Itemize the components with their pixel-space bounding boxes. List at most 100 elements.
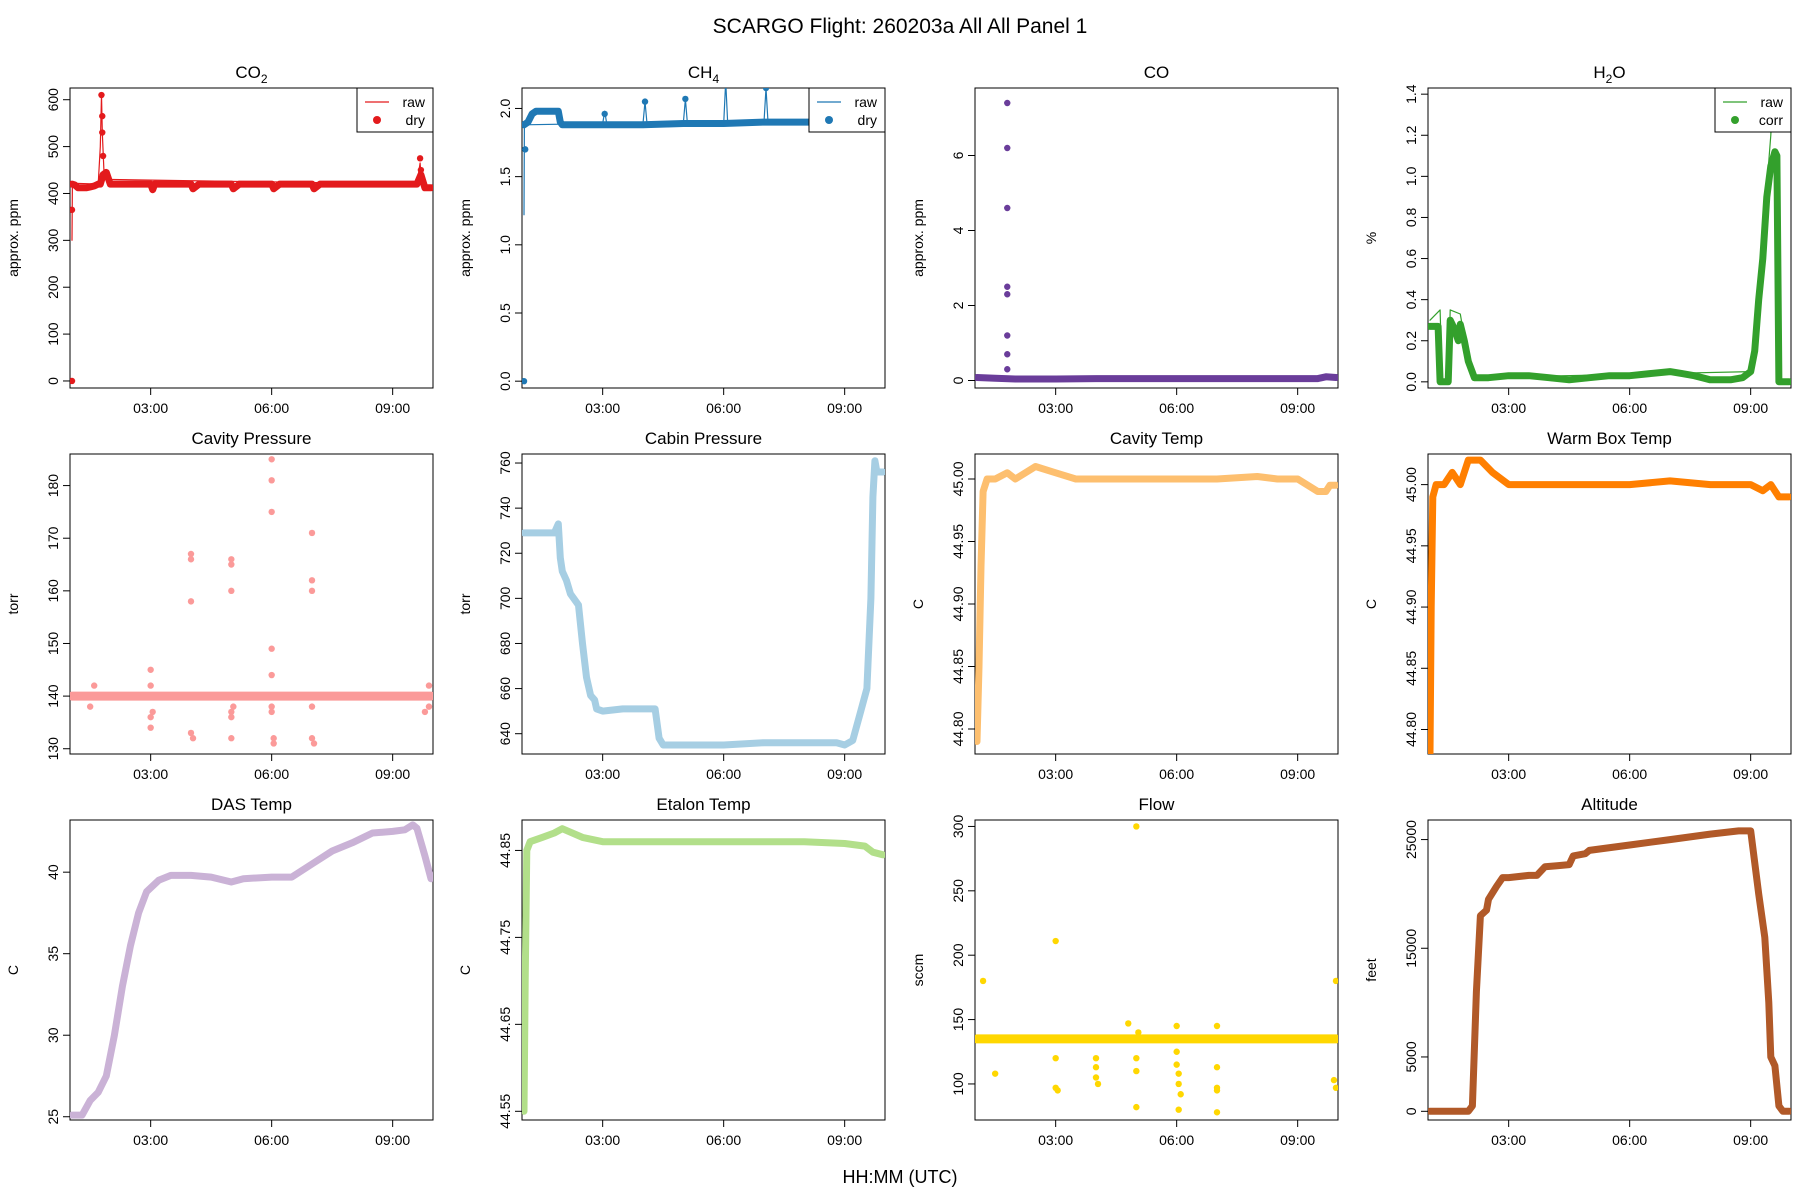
y-tick-label: 44.85 xyxy=(1403,651,1419,686)
y-tick-label: 25 xyxy=(45,1109,61,1125)
y-tick-label: 25000 xyxy=(1403,820,1419,859)
panel-warm_box_temp: Warm Box Temp 44.80 44.85 44.90 44.95 45.00 03… xyxy=(1363,429,1792,782)
panel-frame xyxy=(521,453,886,755)
data-point xyxy=(1133,1067,1140,1075)
x-tick-label: 06:00 xyxy=(254,400,289,416)
panel-h2o: H2O 0.0 0.2 0.4 0.6 0.8 1.0 1.2 1.4 03:00 06:00 09:… xyxy=(1363,63,1792,416)
data-point xyxy=(1173,1022,1180,1030)
x-tick-label: 09:00 xyxy=(1733,400,1768,416)
panel-title-text: Cavity Pressure xyxy=(192,429,312,448)
plot-area xyxy=(522,825,885,1115)
data-point xyxy=(1004,204,1011,212)
legend-box xyxy=(356,87,434,133)
y-axis-label: C xyxy=(1363,599,1379,609)
data-point xyxy=(522,377,528,385)
panel-title: Warm Box Temp xyxy=(1547,429,1672,448)
data-point xyxy=(1133,1103,1140,1111)
data-point xyxy=(98,91,105,99)
panel-ch4: CH4 0.0 0.5 1.0 1.5 2.0 03:00 06:00 09:00 approx.… xyxy=(457,63,886,416)
data-point xyxy=(268,456,275,463)
data-point xyxy=(1213,1109,1221,1116)
y-tick-label: 600 xyxy=(45,88,61,112)
y-tick-label: 0 xyxy=(1403,1107,1419,1115)
data-point xyxy=(308,529,316,537)
panel-title-text: CO xyxy=(1144,63,1170,82)
x-tick-label: 06:00 xyxy=(706,766,741,782)
data-point xyxy=(1177,1091,1184,1098)
x-tick-label: 03:00 xyxy=(585,766,620,782)
x-tick-label: 03:00 xyxy=(585,400,620,416)
y-tick-label: 35 xyxy=(45,946,61,962)
panel-title-text: Flow xyxy=(1139,795,1176,814)
panel-title-text: Etalon Temp xyxy=(656,795,750,814)
y-axis-label: sccm xyxy=(910,954,926,987)
data-point xyxy=(1004,283,1011,290)
data-point xyxy=(268,703,275,710)
panel-title: Cabin Pressure xyxy=(645,429,762,448)
y-tick-label: 44.85 xyxy=(950,649,966,684)
y-tick-label: 400 xyxy=(45,182,61,206)
data-point xyxy=(762,88,770,92)
data-point xyxy=(1092,1054,1100,1062)
y-tick-label: 100 xyxy=(45,322,61,346)
data-point xyxy=(1052,1054,1059,1062)
data-point xyxy=(268,645,275,652)
plot-area xyxy=(70,91,433,385)
panel-title-subscript: 2 xyxy=(261,72,268,86)
data-point xyxy=(1332,977,1338,985)
panel-title-text: CO xyxy=(235,63,261,82)
legend-box xyxy=(1714,87,1792,133)
data-point xyxy=(1173,1061,1180,1068)
x-tick-label: 09:00 xyxy=(827,400,862,416)
x-tick-label: 09:00 xyxy=(375,400,410,416)
y-tick-label: 200 xyxy=(950,943,966,967)
y-tick-label: 1.5 xyxy=(497,167,513,187)
y-axis-label: approx. ppm xyxy=(5,199,21,277)
data-point xyxy=(1094,1080,1102,1088)
panel-frame xyxy=(69,819,434,1121)
y-axis-label: approx. ppm xyxy=(910,199,926,277)
y-tick-label: 44.95 xyxy=(1403,528,1419,563)
data-point xyxy=(1052,937,1059,945)
panel-frame xyxy=(521,819,886,1121)
data-point xyxy=(91,682,98,689)
series-line-pressure xyxy=(522,457,885,749)
legend: raw dry xyxy=(808,87,886,133)
x-tick-label: 09:00 xyxy=(375,1132,410,1148)
y-tick-label: 760 xyxy=(497,451,513,475)
y-tick-label: 2 xyxy=(950,301,966,309)
legend-label: raw xyxy=(854,94,877,110)
x-tick-label: 03:00 xyxy=(133,766,168,782)
y-tick-label: 300 xyxy=(45,228,61,252)
data-point xyxy=(149,708,156,716)
panel-title: Cavity Pressure xyxy=(192,429,312,448)
x-tick-label: 09:00 xyxy=(1280,400,1315,416)
panel-title: Etalon Temp xyxy=(656,795,750,814)
panel-title-text: Altitude xyxy=(1581,795,1638,814)
y-tick-label: 40 xyxy=(45,864,61,880)
x-tick-label: 06:00 xyxy=(1612,400,1647,416)
y-tick-label: 130 xyxy=(45,737,61,761)
panel-cavity_pressure: Cavity Pressure 130 140 150 160 170 180 03:00 06… xyxy=(5,429,434,782)
data-point xyxy=(228,735,235,742)
legend-label: raw xyxy=(1760,94,1783,110)
series-line-temp xyxy=(70,821,433,1119)
x-tick-label: 03:00 xyxy=(1038,400,1073,416)
x-tick-label: 06:00 xyxy=(1612,1132,1647,1148)
x-tick-label: 06:00 xyxy=(706,400,741,416)
y-tick-label: 5000 xyxy=(1403,1041,1419,1072)
y-tick-label: 45.00 xyxy=(950,461,966,496)
x-tick-label: 09:00 xyxy=(1733,766,1768,782)
x-tick-label: 06:00 xyxy=(1159,766,1194,782)
figure-xlabel: HH:MM (UTC) xyxy=(843,1167,958,1187)
panel-frame xyxy=(974,87,1339,389)
data-point xyxy=(310,740,318,747)
data-point xyxy=(308,577,316,584)
y-tick-label: 0.4 xyxy=(1403,290,1419,310)
figure-title: SCARGO Flight: 260203a All All Panel 1 xyxy=(713,15,1088,38)
panel-title: Altitude xyxy=(1581,795,1638,814)
y-axis-label: % xyxy=(1363,232,1379,244)
y-tick-label: 740 xyxy=(497,496,513,520)
x-tick-label: 09:00 xyxy=(827,1132,862,1148)
